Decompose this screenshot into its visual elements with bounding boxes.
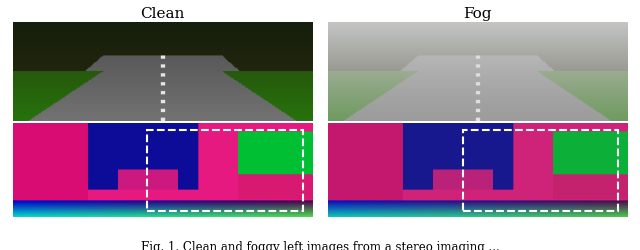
Title: Clean: Clean [140, 8, 184, 21]
Text: Fig. 1. Clean and foggy left images from a stereo imaging ...: Fig. 1. Clean and foggy left images from… [141, 240, 499, 250]
Title: Fog: Fog [463, 8, 492, 21]
